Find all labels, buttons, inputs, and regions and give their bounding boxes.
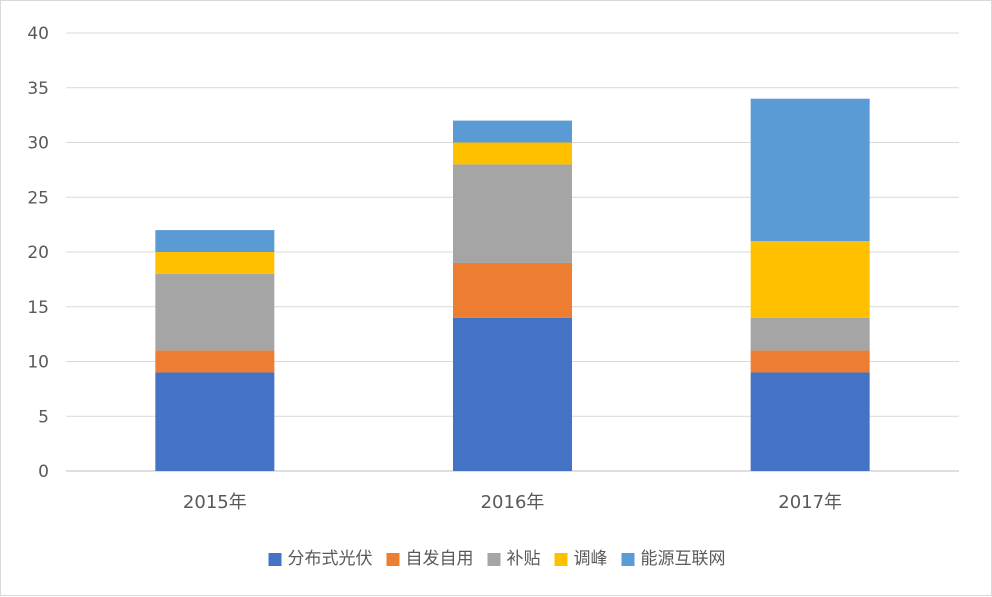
y-tick-label: 25 <box>27 188 49 208</box>
bar-segment <box>155 372 275 471</box>
bar-segment <box>750 372 870 471</box>
bar-segment <box>750 241 870 318</box>
y-tick-label: 10 <box>27 353 49 373</box>
y-tick-label: 0 <box>38 462 49 482</box>
legend-label: 自发自用 <box>406 549 474 569</box>
legend-item: 自发自用 <box>386 549 474 569</box>
legend-swatch <box>554 553 568 566</box>
y-tick-label: 40 <box>27 24 49 44</box>
legend-swatch <box>386 553 400 566</box>
y-axis-ticks: 0 5 10 15 20 25 30 35 40 <box>27 24 49 482</box>
bar-segment <box>453 262 572 318</box>
bar-segment <box>453 164 572 263</box>
x-tick-label: 2016年 <box>481 492 545 513</box>
bar-segment <box>750 317 870 351</box>
legend-label: 调峰 <box>574 549 608 569</box>
legend-swatch <box>487 553 501 566</box>
y-tick-label: 15 <box>27 298 49 318</box>
y-tick-label: 20 <box>27 243 49 263</box>
x-tick-label: 2017年 <box>778 492 842 513</box>
bar-segment <box>453 142 572 165</box>
y-tick-label: 30 <box>27 134 49 154</box>
legend-label: 能源互联网 <box>641 549 726 569</box>
bar-segment <box>155 350 275 373</box>
legend-swatch <box>621 553 635 566</box>
bar-segment <box>155 230 275 252</box>
x-axis-ticks: 2015年 2016年 2017年 <box>183 492 842 513</box>
bar-segment <box>453 317 572 471</box>
y-tick-label: 5 <box>38 407 49 427</box>
x-tick-label: 2015年 <box>183 492 247 513</box>
bar-segment <box>155 252 275 274</box>
legend-label: 补贴 <box>507 549 541 569</box>
bar-segment <box>750 350 870 373</box>
y-tick-label: 35 <box>27 79 49 99</box>
bar-segment <box>750 98 870 242</box>
legend-item: 分布式光伏 <box>268 549 373 569</box>
legend: 分布式光伏 自发自用 补贴 调峰 能源互联网 <box>268 549 726 569</box>
legend-swatch <box>268 553 282 566</box>
legend-label: 分布式光伏 <box>288 549 373 569</box>
legend-item: 补贴 <box>487 549 541 569</box>
bars <box>155 98 870 471</box>
bar-segment <box>155 273 275 351</box>
bar-segment <box>453 120 572 143</box>
legend-item: 调峰 <box>554 549 608 569</box>
legend-item: 能源互联网 <box>621 549 726 569</box>
